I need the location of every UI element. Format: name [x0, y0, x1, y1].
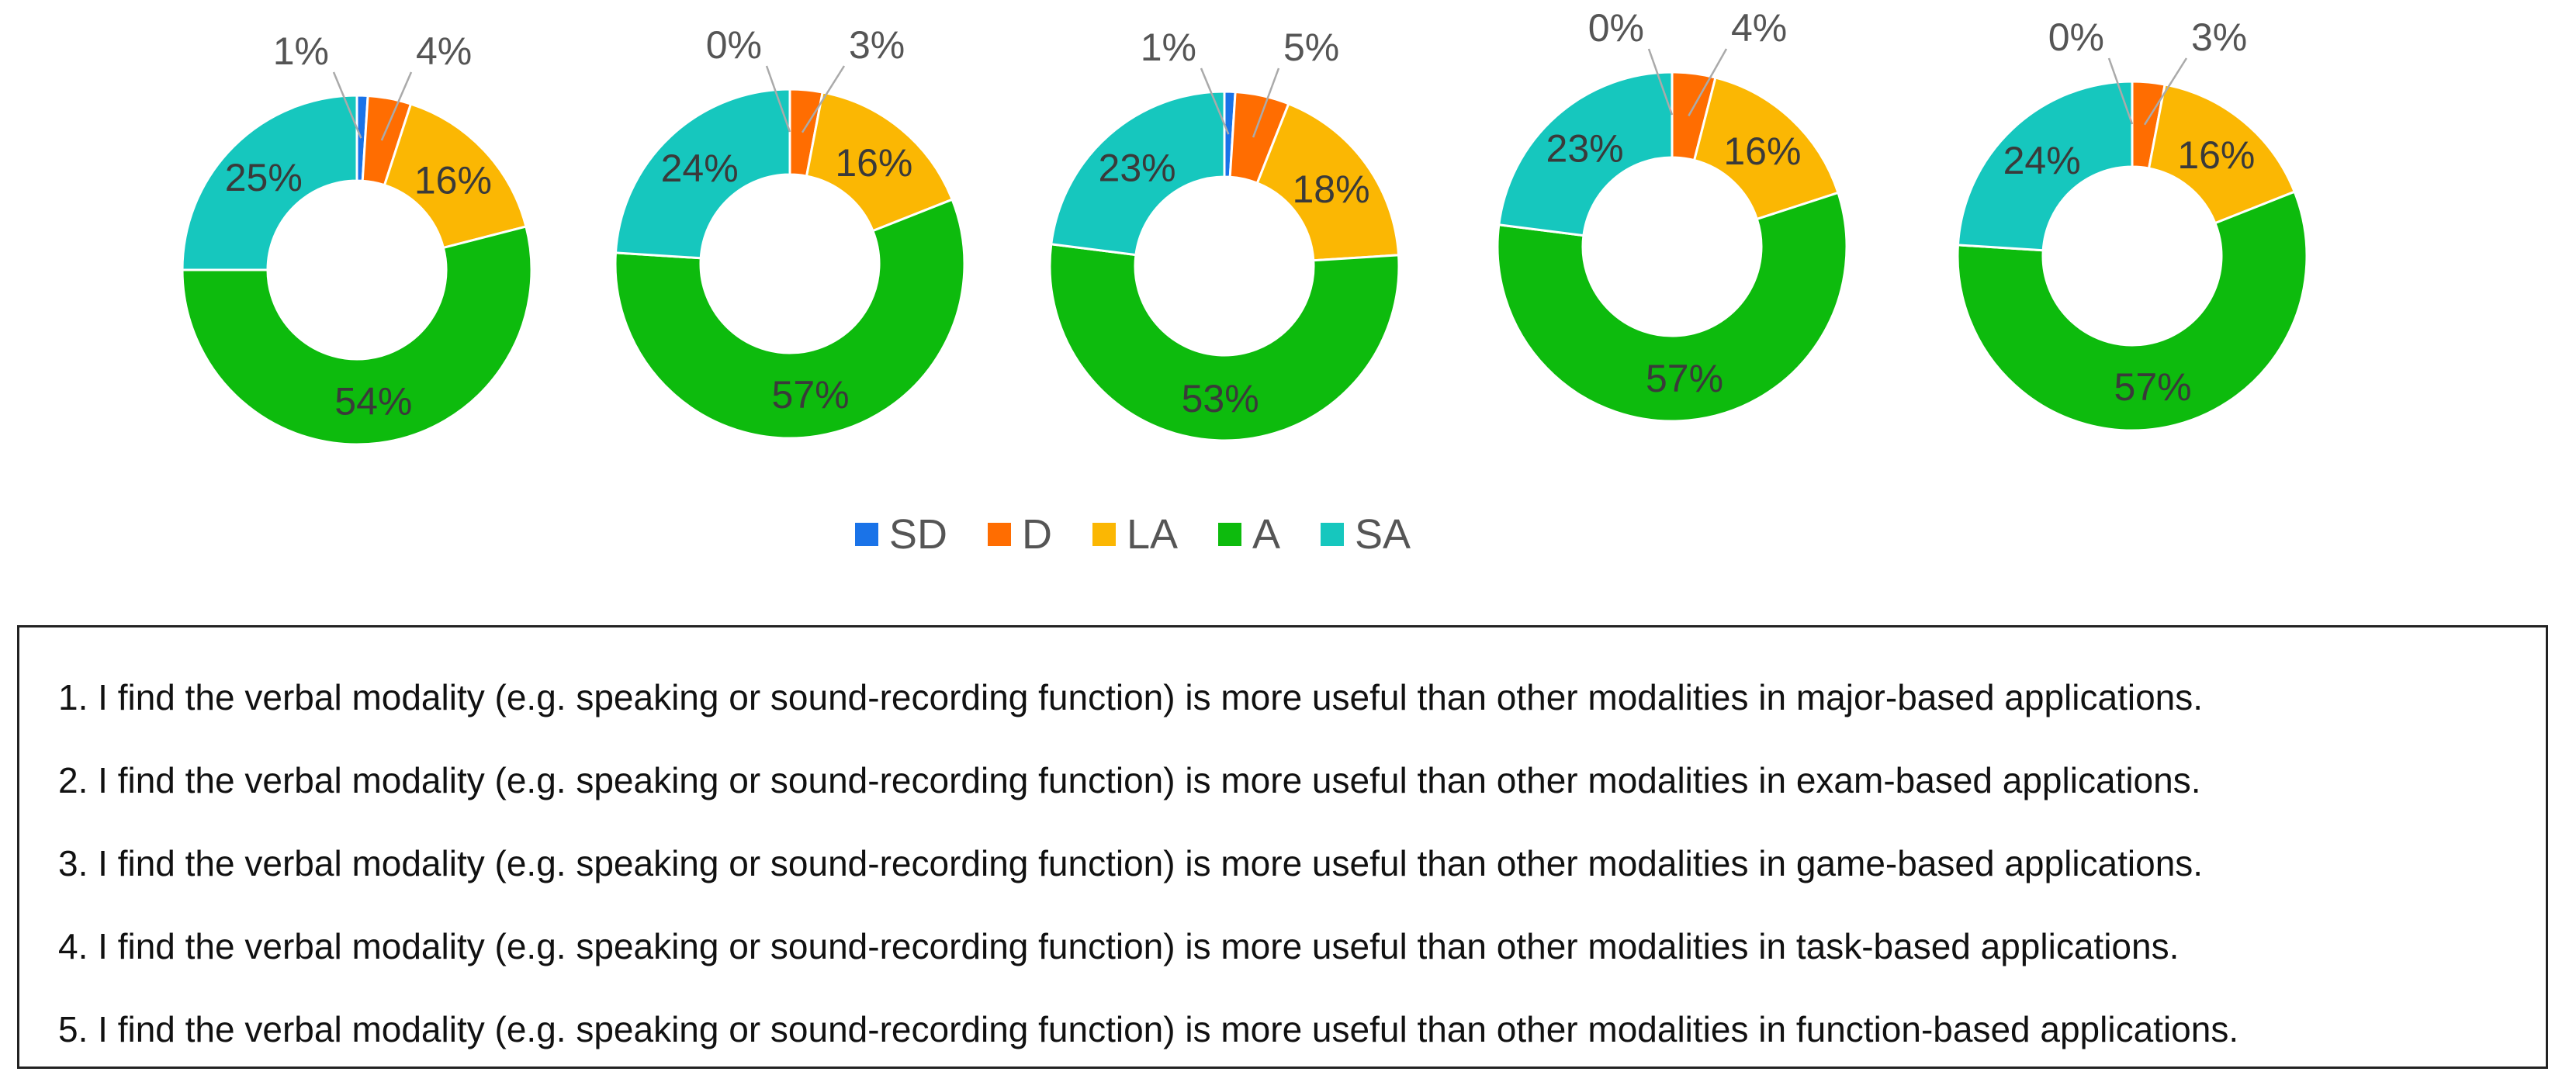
- data-label-sd: 0%: [1588, 6, 1644, 50]
- leader-line-d: [801, 65, 846, 133]
- legend-item-d: D: [987, 511, 1052, 558]
- data-label-la: 18%: [1292, 168, 1369, 211]
- legend-swatch-sa: [1321, 523, 1345, 546]
- slice-a: [1048, 243, 1401, 442]
- slice-sa: [1497, 71, 1674, 237]
- slice-la: [805, 91, 954, 233]
- slice-la: [1692, 76, 1840, 221]
- statement-3: 3. I find the verbal modality (e.g. spea…: [58, 843, 2204, 883]
- legend-swatch-a: [1218, 523, 1241, 546]
- legend-item-sd: SD: [854, 511, 947, 558]
- leader-line-sd: [765, 65, 791, 133]
- data-label-sd: 1%: [273, 29, 329, 73]
- data-label-d: 3%: [849, 23, 905, 67]
- legend-swatch-sd: [854, 523, 878, 546]
- leader-line-sd: [332, 71, 362, 139]
- statement-5: 5. I find the verbal modality (e.g. spea…: [58, 1009, 2239, 1049]
- slice-sa: [1050, 90, 1226, 257]
- data-label-sd: 0%: [2048, 16, 2104, 59]
- statement-1: 1. I find the verbal modality (e.g. spea…: [58, 677, 2204, 717]
- slice-sa: [614, 88, 791, 260]
- data-label-sd: 1%: [1141, 26, 1196, 69]
- data-label-sa: 24%: [661, 147, 739, 190]
- data-label-a: 57%: [2114, 365, 2192, 409]
- statement-4: 4. I find the verbal modality (e.g. spea…: [58, 926, 2180, 966]
- data-label-sa: 23%: [1546, 126, 1624, 170]
- data-label-sa: 25%: [225, 156, 303, 199]
- donut-chart-4: 0% 4% 16% 57% 23%: [1496, 6, 1848, 423]
- slice-la: [1255, 102, 1401, 262]
- slice-sa: [181, 94, 358, 271]
- slice-a: [614, 198, 966, 440]
- data-label-a: 54%: [334, 380, 412, 424]
- slice-la: [383, 102, 528, 250]
- statement-2: 2. I find the verbal modality (e.g. spea…: [58, 760, 2201, 800]
- donut-chart-3: 1% 5% 18% 53% 23%: [1048, 26, 1401, 442]
- statements-box: 1. I find the verbal modality (e.g. spea…: [17, 625, 2548, 1069]
- legend-label-a: A: [1252, 511, 1281, 558]
- leader-line-d: [1252, 67, 1280, 138]
- data-label-d: 4%: [1731, 6, 1787, 50]
- data-label-d: 4%: [416, 29, 472, 73]
- legend-label-sd: SD: [888, 511, 947, 558]
- donut-chart-5: 0% 3% 16% 57% 24%: [1956, 16, 2308, 432]
- data-label-la: 16%: [1723, 130, 1801, 173]
- data-label-d: 5%: [1283, 26, 1339, 69]
- leader-line-sd: [1647, 48, 1674, 116]
- legend-label-d: D: [1021, 511, 1052, 558]
- leader-line-d: [380, 71, 413, 141]
- data-label-sa: 24%: [2003, 139, 2081, 182]
- slice-a: [1956, 190, 2308, 432]
- chart-legend: SD D LA A SA: [0, 513, 2421, 555]
- data-label-la: 16%: [414, 159, 492, 202]
- data-label-a: 53%: [1182, 377, 1259, 420]
- leader-line-d: [2143, 57, 2188, 126]
- leader-line-sd: [1200, 67, 1230, 135]
- data-label-sd: 0%: [706, 23, 762, 67]
- data-label-d: 3%: [2191, 16, 2247, 59]
- leader-line-d: [1688, 48, 1728, 116]
- data-label-la: 16%: [2177, 133, 2255, 177]
- legend-swatch-d: [987, 523, 1011, 546]
- donut-chart-2: 0% 3% 16% 57% 24%: [614, 23, 966, 440]
- slice-la: [2147, 83, 2297, 225]
- legend-label-sa: SA: [1355, 511, 1411, 558]
- slice-a: [181, 225, 533, 446]
- slice-a: [1496, 191, 1848, 423]
- legend-item-a: A: [1218, 513, 1280, 555]
- donut-chart-1: 1% 4% 16% 54% 25%: [181, 29, 533, 446]
- legend-item-sa: SA: [1321, 513, 1411, 555]
- leader-line-sd: [2107, 57, 2134, 125]
- data-label-a: 57%: [1646, 357, 1723, 400]
- data-label-sa: 23%: [1099, 146, 1176, 189]
- data-label-la: 16%: [835, 141, 912, 185]
- legend-swatch-la: [1092, 523, 1116, 546]
- slice-sa: [1956, 80, 2134, 252]
- legend-item-la: LA: [1092, 513, 1178, 555]
- data-label-a: 57%: [772, 373, 850, 417]
- legend-label-la: LA: [1126, 511, 1178, 558]
